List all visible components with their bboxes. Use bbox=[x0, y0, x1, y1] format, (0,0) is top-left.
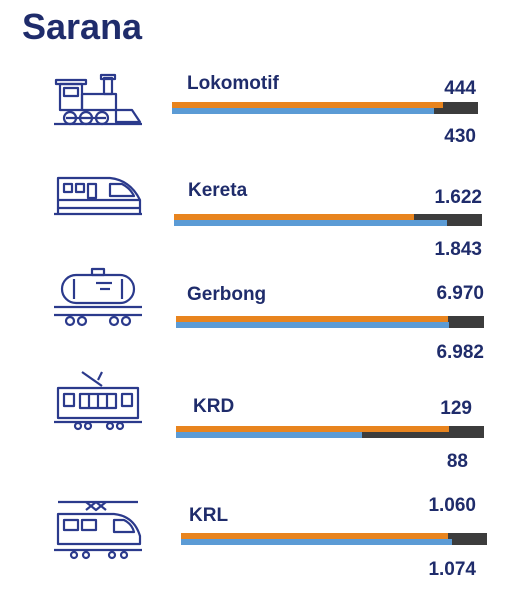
bar-group bbox=[176, 316, 484, 328]
value-label-series-1: 1.622 bbox=[434, 187, 482, 208]
chart-row-krd: KRD 129 88 bbox=[0, 370, 522, 480]
chart-row-lokomotif: Lokomotif 444 430 bbox=[0, 70, 522, 180]
value-label-series-1: 444 bbox=[444, 78, 476, 99]
bar-group bbox=[174, 214, 482, 226]
chart-row-gerbong: Gerbong 6.970 6.982 bbox=[0, 265, 522, 375]
chart-row-krl: KRL 1.060 1.074 bbox=[0, 480, 522, 590]
bar-series-2 bbox=[176, 432, 362, 438]
value-label-series-2: 1.843 bbox=[434, 239, 482, 260]
bar-series-2 bbox=[174, 220, 447, 226]
value-label-series-1: 129 bbox=[440, 398, 472, 419]
diesel-railcar-icon bbox=[52, 370, 144, 432]
bar-group bbox=[172, 102, 478, 114]
category-label: KRL bbox=[189, 505, 229, 526]
value-label-series-2: 88 bbox=[446, 451, 468, 472]
bar-series-1 bbox=[181, 533, 449, 539]
locomotive-icon bbox=[52, 70, 144, 132]
category-label: Lokomotif bbox=[187, 73, 279, 94]
category-label: KRD bbox=[193, 396, 235, 417]
chart-title: Sarana bbox=[22, 6, 143, 47]
value-label-series-1: 1.060 bbox=[428, 495, 476, 516]
value-label-series-1: 6.970 bbox=[436, 283, 484, 304]
bar-series-1 bbox=[172, 102, 443, 108]
value-label-series-2: 430 bbox=[444, 126, 476, 147]
train-car-icon bbox=[52, 170, 144, 232]
bar-series-1 bbox=[176, 316, 449, 322]
tank-wagon-icon bbox=[52, 265, 144, 327]
bar-series-1 bbox=[174, 214, 414, 220]
category-label: Kereta bbox=[188, 180, 248, 201]
bar-series-1 bbox=[176, 426, 449, 432]
category-label: Gerbong bbox=[187, 284, 267, 305]
bar-group bbox=[176, 426, 484, 438]
value-label-series-2: 1.074 bbox=[428, 559, 476, 580]
bar-series-2 bbox=[172, 108, 435, 114]
value-label-series-2: 6.982 bbox=[436, 342, 484, 363]
chart-row-kereta: Kereta 1.622 1.843 bbox=[0, 170, 522, 280]
bar-series-2 bbox=[176, 322, 449, 328]
bar-group bbox=[181, 533, 487, 545]
bar-series-2 bbox=[181, 539, 452, 545]
electric-train-icon bbox=[52, 500, 144, 562]
